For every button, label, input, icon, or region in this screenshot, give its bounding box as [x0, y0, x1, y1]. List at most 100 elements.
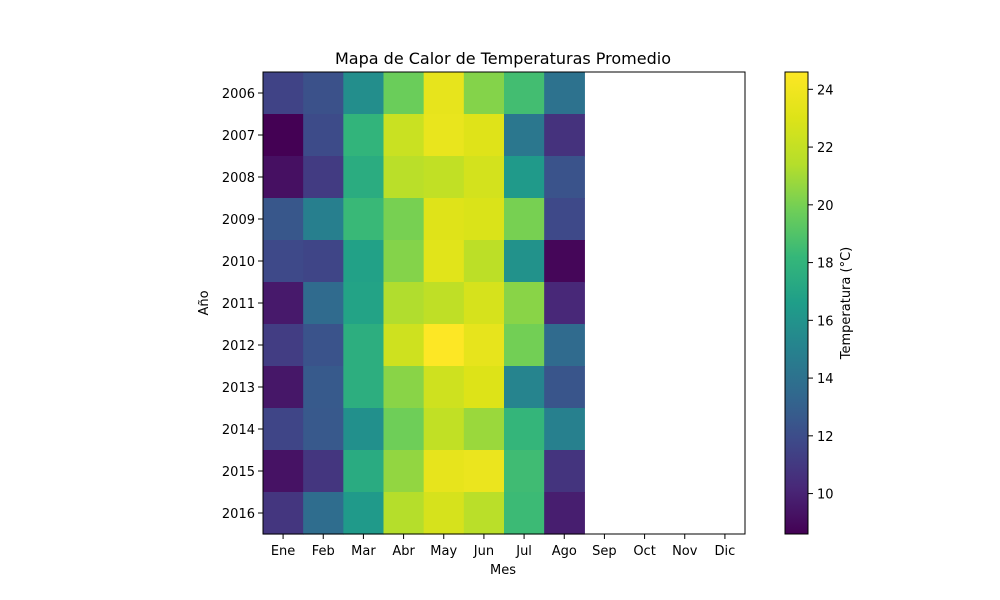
y-tick-label: 2014	[222, 423, 255, 438]
heatmap-cell	[343, 324, 385, 367]
heatmap-cell	[343, 198, 385, 241]
heatmap-cell	[423, 282, 465, 325]
colorbar-tick-label: 16	[817, 314, 834, 329]
x-tick-label: Jul	[515, 544, 532, 559]
heatmap-cell	[463, 72, 505, 115]
chart-title: Mapa de Calor de Temperaturas Promedio	[335, 49, 671, 68]
heatmap-cell	[423, 366, 465, 409]
heatmap-cell	[423, 408, 465, 451]
heatmap-cell	[463, 282, 505, 325]
colorbar-tick-label: 24	[817, 83, 834, 98]
heatmap-cell	[383, 324, 425, 367]
y-tick-label: 2008	[222, 171, 255, 186]
x-tick-label: Mar	[351, 544, 376, 559]
heatmap-cell	[263, 366, 304, 409]
heatmap-cell	[303, 450, 344, 493]
heatmap-cell	[303, 282, 344, 325]
heatmap-cell	[423, 72, 465, 115]
y-tick-label: 2016	[222, 507, 255, 522]
heatmap-cell	[263, 240, 304, 283]
colorbar-tick-label: 20	[817, 199, 834, 214]
heatmap-cell	[544, 492, 585, 535]
heatmap-cell	[303, 324, 344, 367]
heatmap-cells	[263, 72, 585, 535]
heatmap-cell	[303, 72, 344, 115]
heatmap-cell	[383, 408, 425, 451]
heatmap-cell	[263, 324, 304, 367]
heatmap-cell	[303, 114, 344, 157]
colorbar-tick-label: 12	[817, 430, 834, 445]
colorbar-ticks: 10 12 14 16 18 20 22 24	[808, 83, 834, 503]
heatmap-cell	[504, 72, 545, 115]
heatmap-cell	[343, 366, 385, 409]
heatmap-cell	[263, 198, 304, 241]
heatmap-cell	[383, 450, 425, 493]
heatmap-cell	[463, 114, 505, 157]
heatmap-cell	[544, 198, 585, 241]
heatmap-cell	[303, 156, 344, 199]
y-tick-label: 2013	[222, 381, 255, 396]
x-tick-label: Dic	[715, 544, 736, 559]
heatmap-cell	[504, 282, 545, 325]
heatmap-cell	[463, 324, 505, 367]
x-tick-label: Jun	[473, 544, 494, 559]
heatmap-cell	[383, 240, 425, 283]
heatmap-cell	[343, 408, 385, 451]
y-tick-label: 2009	[222, 213, 255, 228]
heatmap-cell	[343, 282, 385, 325]
heatmap-cell	[303, 492, 344, 535]
heatmap-cell	[303, 408, 344, 451]
heatmap-cell	[463, 156, 505, 199]
colorbar-label: Temperatura (°C)	[839, 247, 854, 360]
heatmap-cell	[263, 408, 304, 451]
heatmap-cell	[343, 156, 385, 199]
x-tick-label: Nov	[672, 544, 698, 559]
heatmap-cell	[383, 198, 425, 241]
heatmap-cell	[423, 198, 465, 241]
heatmap-cell	[544, 240, 585, 283]
heatmap-cell	[504, 366, 545, 409]
heatmap-cell	[504, 198, 545, 241]
heatmap-cell	[463, 408, 505, 451]
x-tick-label: Abr	[392, 544, 415, 559]
heatmap-cell	[504, 450, 545, 493]
y-tick-label: 2015	[222, 465, 255, 480]
heatmap-cell	[303, 240, 344, 283]
x-tick-label: Oct	[633, 544, 655, 559]
heatmap-cell	[463, 198, 505, 241]
x-axis-label: Mes	[490, 563, 516, 578]
y-tick-label: 2011	[222, 297, 255, 312]
x-axis-ticks: Ene Feb Mar Abr May Jun Jul Ago Sep Oct Nov Dic	[271, 534, 735, 559]
heatmap-cell	[423, 240, 465, 283]
heatmap-cell	[463, 366, 505, 409]
heatmap-cell	[504, 324, 545, 367]
heatmap-cell	[343, 492, 385, 535]
y-tick-label: 2010	[222, 255, 255, 270]
x-tick-label: May	[430, 544, 457, 559]
y-tick-label: 2006	[222, 87, 255, 102]
colorbar-tick-label: 22	[817, 141, 834, 156]
heatmap-cell	[303, 366, 344, 409]
heatmap-cell	[544, 366, 585, 409]
x-tick-label: Ago	[552, 544, 577, 559]
heatmap-cell	[544, 450, 585, 493]
heatmap-cell	[343, 450, 385, 493]
colorbar	[784, 71, 809, 535]
heatmap-cell	[343, 114, 385, 157]
heatmap-cell	[383, 156, 425, 199]
heatmap-cell	[504, 492, 545, 535]
heatmap-cell	[423, 156, 465, 199]
x-tick-label: Feb	[312, 544, 335, 559]
colorbar-tick-label: 10	[817, 488, 834, 503]
colorbar-tick-label: 14	[817, 372, 834, 387]
x-tick-label: Sep	[592, 544, 617, 559]
heatmap-cell	[263, 282, 304, 325]
y-tick-label: 2012	[222, 339, 255, 354]
heatmap-cell	[423, 492, 465, 535]
heatmap-cell	[504, 408, 545, 451]
heatmap-cell	[544, 408, 585, 451]
y-axis-ticks: 2006 2007 2008 2009 2010 2011 2012 2013 2014 2015…	[222, 87, 263, 522]
heatmap-cell	[263, 72, 304, 115]
